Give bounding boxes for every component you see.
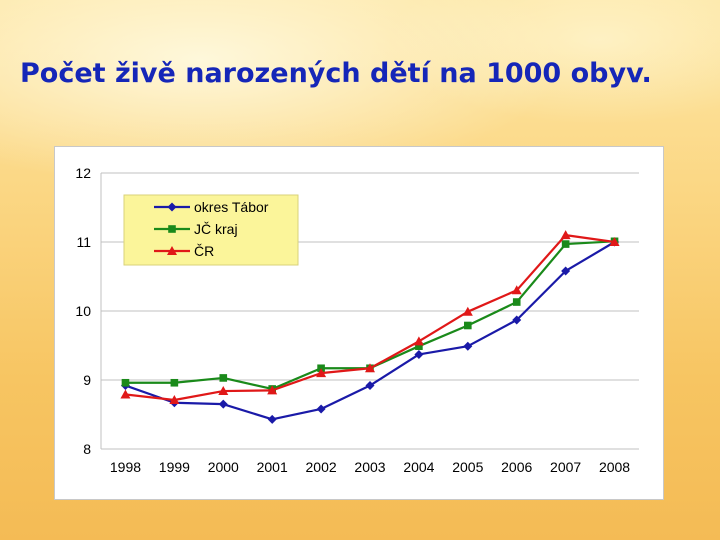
x-tick-label-1999: 1999 xyxy=(159,459,190,475)
legend-marker-0 xyxy=(167,202,177,212)
line-chart: 8 9 10 11 12 1998 1999 2000 2001 2002 2003 2004 2005… xyxy=(75,165,639,475)
data-point-s1-2007 xyxy=(561,240,570,248)
data-point-s2-2007 xyxy=(560,230,571,240)
data-point-s0-2003 xyxy=(365,381,375,391)
data-point-s0-2000 xyxy=(218,399,228,409)
data-point-s2-1999 xyxy=(169,395,180,405)
legend-marker-1 xyxy=(168,225,176,233)
data-point-s2-2002 xyxy=(316,368,327,378)
x-tick-label-2005: 2005 xyxy=(452,459,483,475)
data-point-s1-1998 xyxy=(121,378,130,387)
x-tick-label-2002: 2002 xyxy=(306,459,337,475)
data-point-s0-2005 xyxy=(463,341,473,351)
data-point-s2-2005 xyxy=(462,306,473,316)
x-tick-label-2007: 2007 xyxy=(550,459,581,475)
legend-label-0: okres Tábor xyxy=(194,199,269,215)
data-point-s1-2006 xyxy=(512,298,521,306)
x-tick-label-2008: 2008 xyxy=(599,459,630,475)
data-point-s2-1998 xyxy=(120,389,131,399)
data-point-s0-2006 xyxy=(512,315,522,325)
legend-label-2: ČR xyxy=(194,243,214,259)
data-point-s2-2003 xyxy=(365,363,375,373)
data-point-s0-2002 xyxy=(316,404,326,414)
data-point-s1-2000 xyxy=(219,374,228,382)
series-line-0 xyxy=(125,241,616,421)
x-tick-label-2003: 2003 xyxy=(354,459,385,475)
data-point-s0-2004 xyxy=(414,349,424,359)
legend-marker-2 xyxy=(167,246,177,255)
x-tick-label-2004: 2004 xyxy=(403,459,434,475)
x-tick-label-2000: 2000 xyxy=(208,459,239,475)
x-tick-label-1998: 1998 xyxy=(110,459,141,475)
legend-label-1: JČ kraj xyxy=(194,221,238,237)
data-point-s1-2004 xyxy=(415,342,423,350)
y-tick-label-10: 10 xyxy=(75,303,91,319)
y-tick-label-11: 11 xyxy=(76,234,91,250)
data-point-s2-2004 xyxy=(413,336,424,346)
data-point-s0-2007 xyxy=(561,266,571,276)
y-tick-label-8: 8 xyxy=(83,441,91,457)
data-point-s1-1999 xyxy=(170,378,179,387)
data-point-s1-2005 xyxy=(464,321,472,330)
slide-title: Počet živě narozených dětí na 1000 obyv. xyxy=(20,58,652,89)
chart-panel: 8 9 10 11 12 1998 1999 2000 2001 2002 2003 2004 2005… xyxy=(54,146,664,500)
data-point-s0-2001 xyxy=(267,414,277,424)
x-tick-label-2006: 2006 xyxy=(501,459,532,475)
y-tick-label-9: 9 xyxy=(83,372,91,388)
x-tick-label-2001: 2001 xyxy=(257,459,288,475)
data-point-s2-2001 xyxy=(267,385,278,395)
y-tick-label-12: 12 xyxy=(75,165,91,181)
data-point-s2-2000 xyxy=(218,386,229,396)
legend-box xyxy=(123,194,299,266)
data-point-s2-2008 xyxy=(609,237,620,246)
data-point-s2-2006 xyxy=(511,285,522,295)
